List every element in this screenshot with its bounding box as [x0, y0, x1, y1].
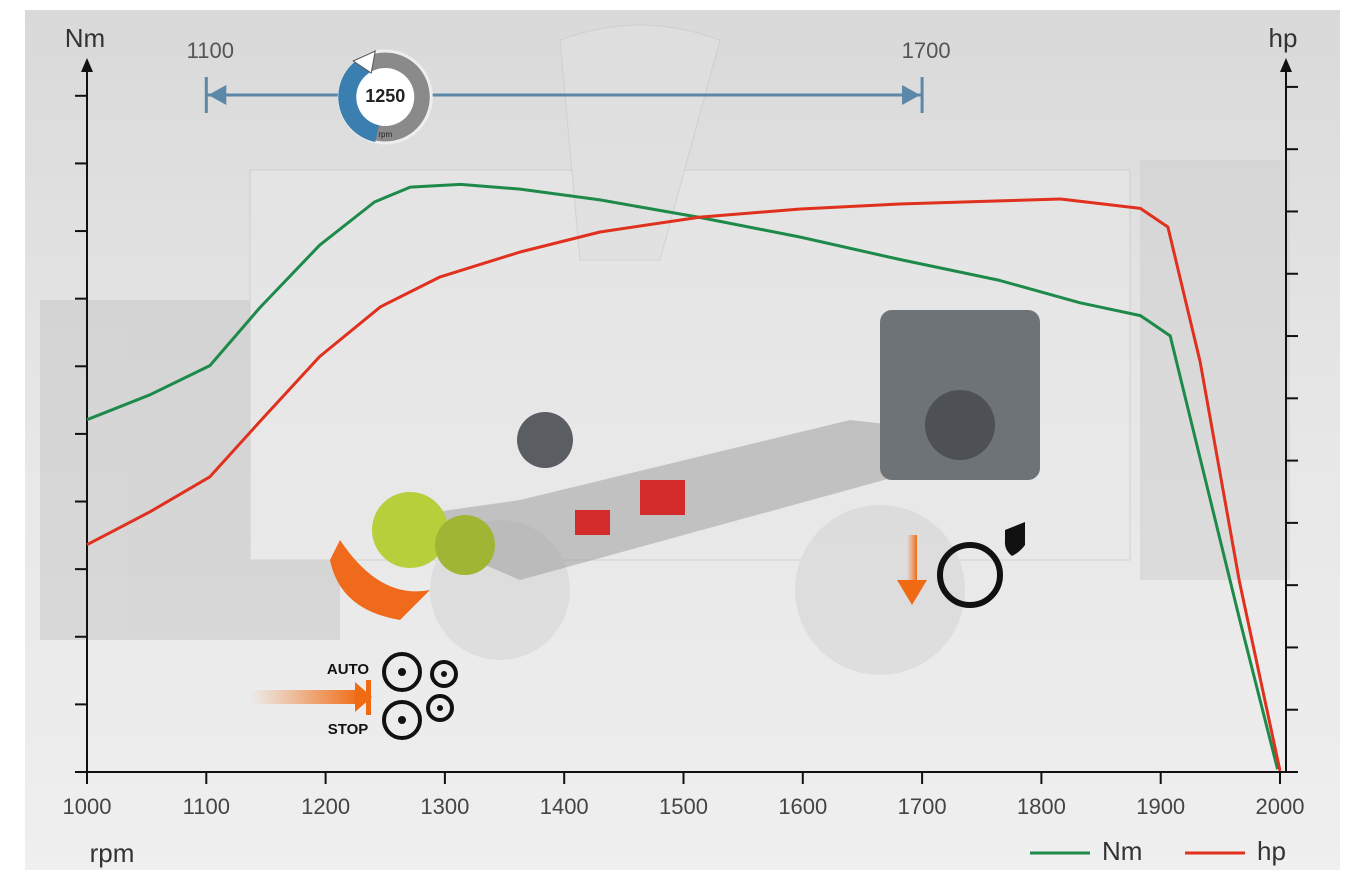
range-end-label: 1700 — [902, 38, 951, 63]
x-tick-label: 1200 — [301, 794, 350, 819]
x-tick-label: 1500 — [659, 794, 708, 819]
legend-label: hp — [1257, 836, 1286, 866]
legend-label: Nm — [1102, 836, 1142, 866]
range-start-label: 1100 — [187, 38, 234, 63]
rpm-dial-unit: rpm — [378, 130, 392, 139]
x-tick-label: 1700 — [898, 794, 947, 819]
auto-label: AUTO — [327, 661, 370, 678]
x-tick-label: 1900 — [1136, 794, 1185, 819]
x-tick-label: 1000 — [63, 794, 112, 819]
page: AUTO STOP Nm hp rpm 1000 1100 1200 1300 1400… — [0, 0, 1363, 880]
rpm-dial-value: 1250 — [365, 86, 405, 106]
x-tick-label: 2000 — [1256, 794, 1305, 819]
x-tick-label: 1600 — [778, 794, 827, 819]
x-tick-label: 1400 — [540, 794, 589, 819]
y-axis-label: Nm — [65, 23, 105, 53]
chart: AUTO STOP Nm hp rpm 1000 1100 1200 1300 1400… — [0, 0, 1363, 875]
stop-label: STOP — [328, 721, 369, 738]
y2-axis-label: hp — [1269, 23, 1298, 53]
x-tick-label: 1100 — [183, 794, 230, 819]
x-tick-label: 1800 — [1017, 794, 1066, 819]
x-axis-label: rpm — [90, 838, 135, 868]
x-tick-label: 1300 — [420, 794, 469, 819]
